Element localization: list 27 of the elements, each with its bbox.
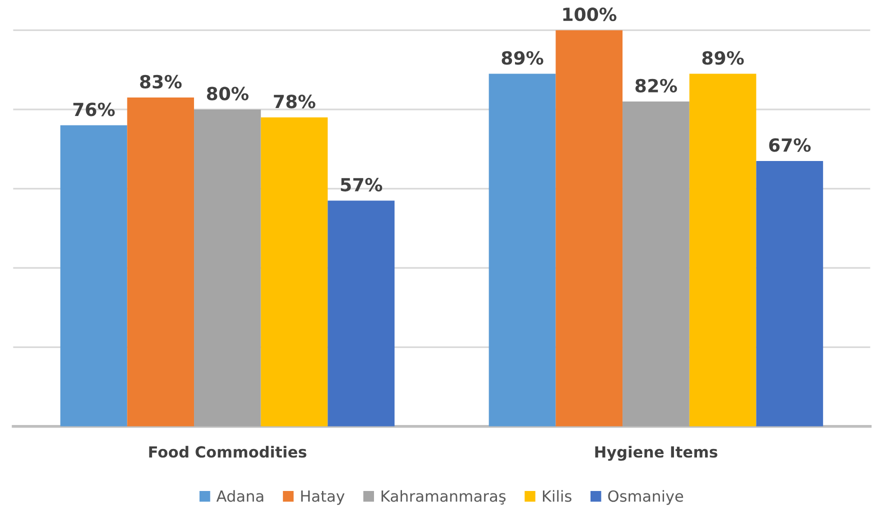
- data-label: 83%: [140, 74, 182, 89]
- data-label: 78%: [274, 94, 316, 108]
- data-label: 57%: [340, 178, 382, 192]
- data-label: 67%: [769, 138, 811, 152]
- legend-label: Hatay: [301, 490, 345, 505]
- bar: [328, 200, 395, 426]
- data-label: 89%: [502, 51, 544, 65]
- legend-label: Kahramanmaraş: [382, 490, 506, 505]
- bar: [756, 160, 824, 426]
- legend-label: Kilis: [542, 490, 572, 502]
- bar: [689, 74, 756, 426]
- legend-label: Osmaniye: [608, 490, 684, 505]
- bar: [60, 125, 128, 426]
- x-tick-label: Hygiene Items: [595, 446, 718, 461]
- x-tick-label: Food Commodities: [149, 446, 306, 458]
- data-label: 80%: [206, 86, 248, 100]
- data-label: 82%: [635, 78, 677, 92]
- bar: [622, 102, 690, 426]
- bar: [260, 117, 328, 426]
- data-label: 76%: [73, 102, 115, 116]
- data-label: 89%: [702, 51, 744, 65]
- bar: [556, 30, 623, 426]
- bar: [194, 109, 261, 426]
- bar: [127, 98, 194, 426]
- bar: [488, 74, 556, 426]
- data-label: 100%: [563, 8, 616, 22]
- legend-label: Adana: [216, 490, 264, 502]
